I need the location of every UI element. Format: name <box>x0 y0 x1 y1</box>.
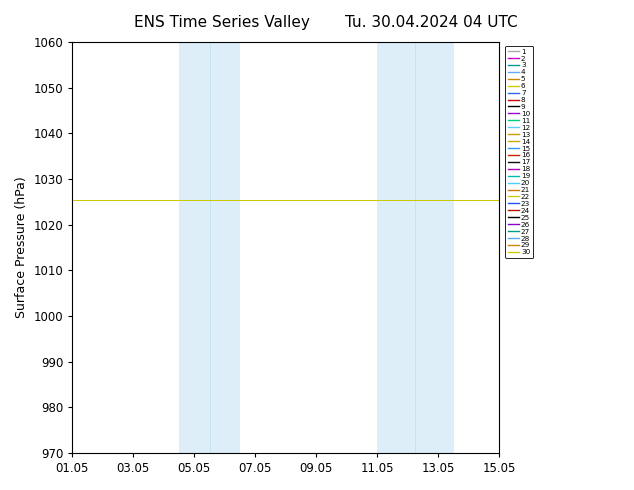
Bar <box>179 42 210 453</box>
Text: ENS Time Series Valley: ENS Time Series Valley <box>134 15 310 30</box>
Bar <box>377 42 415 453</box>
Bar <box>210 42 240 453</box>
Y-axis label: Surface Pressure (hPa): Surface Pressure (hPa) <box>15 176 28 318</box>
Text: Tu. 30.04.2024 04 UTC: Tu. 30.04.2024 04 UTC <box>345 15 517 30</box>
Bar <box>415 42 453 453</box>
Legend: 1, 2, 3, 4, 5, 6, 7, 8, 9, 10, 11, 12, 13, 14, 15, 16, 17, 18, 19, 20, 21, 22, 2: 1, 2, 3, 4, 5, 6, 7, 8, 9, 10, 11, 12, 1… <box>505 46 533 258</box>
